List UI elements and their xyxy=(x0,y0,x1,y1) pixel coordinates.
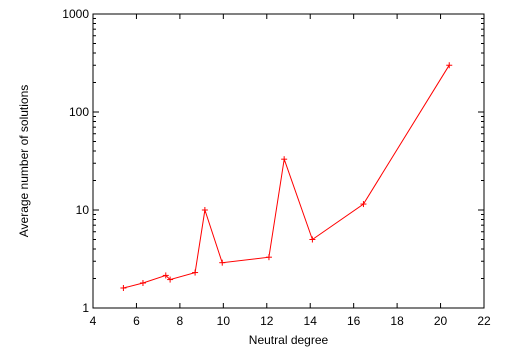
series-layer xyxy=(120,62,453,291)
data-point xyxy=(139,279,146,286)
axes xyxy=(92,13,485,309)
data-point xyxy=(309,236,316,243)
x-tick-label: 18 xyxy=(390,314,404,328)
y-tick-label: 1000 xyxy=(62,7,89,21)
data-point xyxy=(167,276,174,283)
x-tick-label: 14 xyxy=(304,314,318,328)
plot-frame xyxy=(92,13,485,309)
x-axis-ticks: 4 6 8 10 12 14 16 18 20 22 xyxy=(90,14,491,328)
x-tick-label: 6 xyxy=(133,314,140,328)
y-tick-label: 100 xyxy=(69,105,89,119)
x-tick-label: 22 xyxy=(477,314,491,328)
x-tick-label: 12 xyxy=(260,314,274,328)
data-point xyxy=(360,201,367,208)
y-tick-label: 1 xyxy=(82,301,89,315)
data-point xyxy=(120,284,127,291)
data-point xyxy=(446,62,453,69)
data-point xyxy=(192,269,199,276)
data-point xyxy=(281,156,288,163)
y-axis-ticks: 1 10 100 1000 xyxy=(62,7,484,315)
y-axis-label: Average number of solutions xyxy=(17,85,31,238)
x-tick-label: 8 xyxy=(177,314,184,328)
data-point xyxy=(265,254,272,261)
x-tick-label: 10 xyxy=(217,314,231,328)
series-line xyxy=(123,64,450,289)
data-point xyxy=(219,259,226,266)
x-tick-label: 20 xyxy=(434,314,448,328)
y-tick-label: 10 xyxy=(76,203,90,217)
x-tick-label: 16 xyxy=(347,314,361,328)
data-point xyxy=(201,207,208,213)
x-axis-label: Neutral degree xyxy=(249,333,329,347)
data-point xyxy=(162,272,169,279)
x-tick-label: 4 xyxy=(90,314,97,328)
